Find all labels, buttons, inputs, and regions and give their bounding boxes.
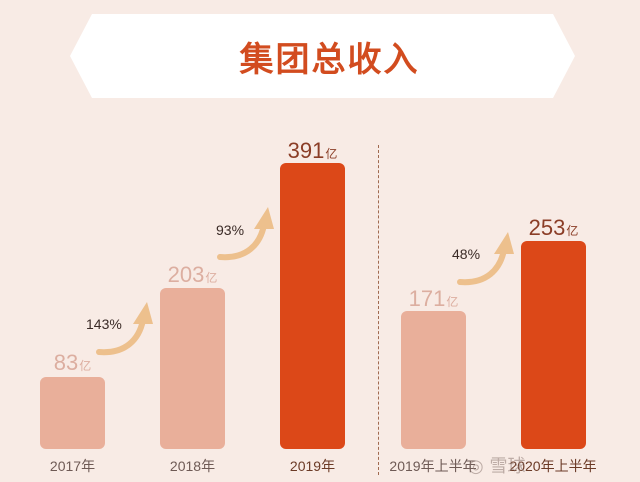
value-label-2020h1: 253亿 bbox=[528, 215, 579, 240]
growth-arrow-icon bbox=[217, 207, 274, 261]
growth-label-2020h1: 48% bbox=[452, 246, 481, 262]
bar-2020h1 bbox=[521, 241, 586, 449]
watermark: ◎ 雪球 bbox=[468, 456, 526, 477]
bar-2019 bbox=[280, 163, 345, 449]
bar-2018 bbox=[160, 288, 225, 449]
x-label-2017: 2017年 bbox=[49, 458, 96, 474]
value-label-2019h1: 171亿 bbox=[408, 286, 459, 311]
x-label-2019h1: 2019年上半年 bbox=[389, 458, 477, 474]
x-label-2019: 2019年 bbox=[289, 458, 336, 474]
growth-label-2018: 143% bbox=[86, 316, 122, 332]
value-label-2019: 391亿 bbox=[287, 138, 338, 163]
x-label-2018: 2018年 bbox=[169, 458, 216, 474]
growth-arrow-icon bbox=[457, 232, 514, 286]
value-label-2018: 203亿 bbox=[167, 262, 218, 287]
value-label-2017: 83亿 bbox=[53, 350, 92, 375]
title-banner: 集团总收入 bbox=[70, 14, 575, 98]
section-divider bbox=[378, 145, 379, 475]
x-label-2020h1: 2020年上半年 bbox=[509, 458, 597, 474]
bar-2019h1 bbox=[401, 311, 466, 449]
bar-2017 bbox=[40, 377, 105, 449]
chart-title: 集团总收入 bbox=[239, 39, 420, 80]
growth-arrow-icon bbox=[96, 302, 153, 356]
growth-label-2019: 93% bbox=[216, 222, 245, 238]
watermark-logo-icon: ◎ bbox=[468, 456, 484, 477]
